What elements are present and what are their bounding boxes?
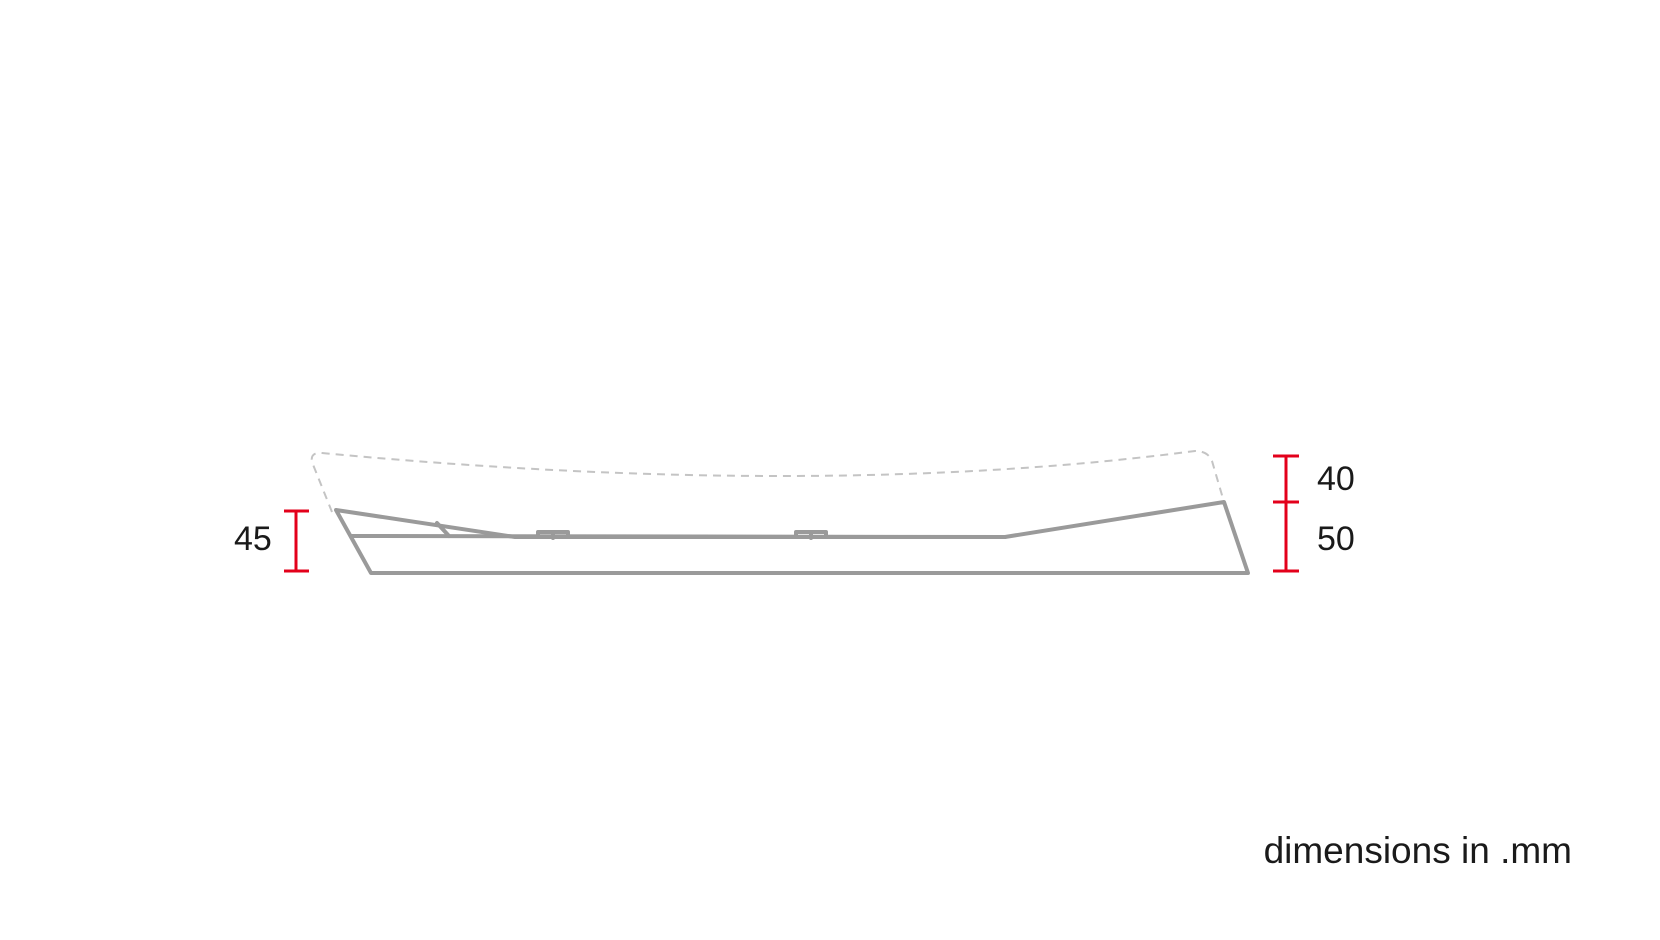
dimension-left-label: 45 <box>234 520 272 558</box>
dimension-right-upper-label: 40 <box>1317 460 1355 498</box>
units-note: dimensions in .mm <box>1263 830 1572 871</box>
dimension-marker-right <box>1273 454 1299 573</box>
left-brace <box>435 521 451 538</box>
raised-profile-dashed-outline <box>310 449 1225 513</box>
dimension-marker-left <box>284 509 309 573</box>
profile-outline <box>334 500 1250 575</box>
dimension-right-lower-label: 50 <box>1317 520 1355 558</box>
inner-base-line <box>350 534 1007 539</box>
